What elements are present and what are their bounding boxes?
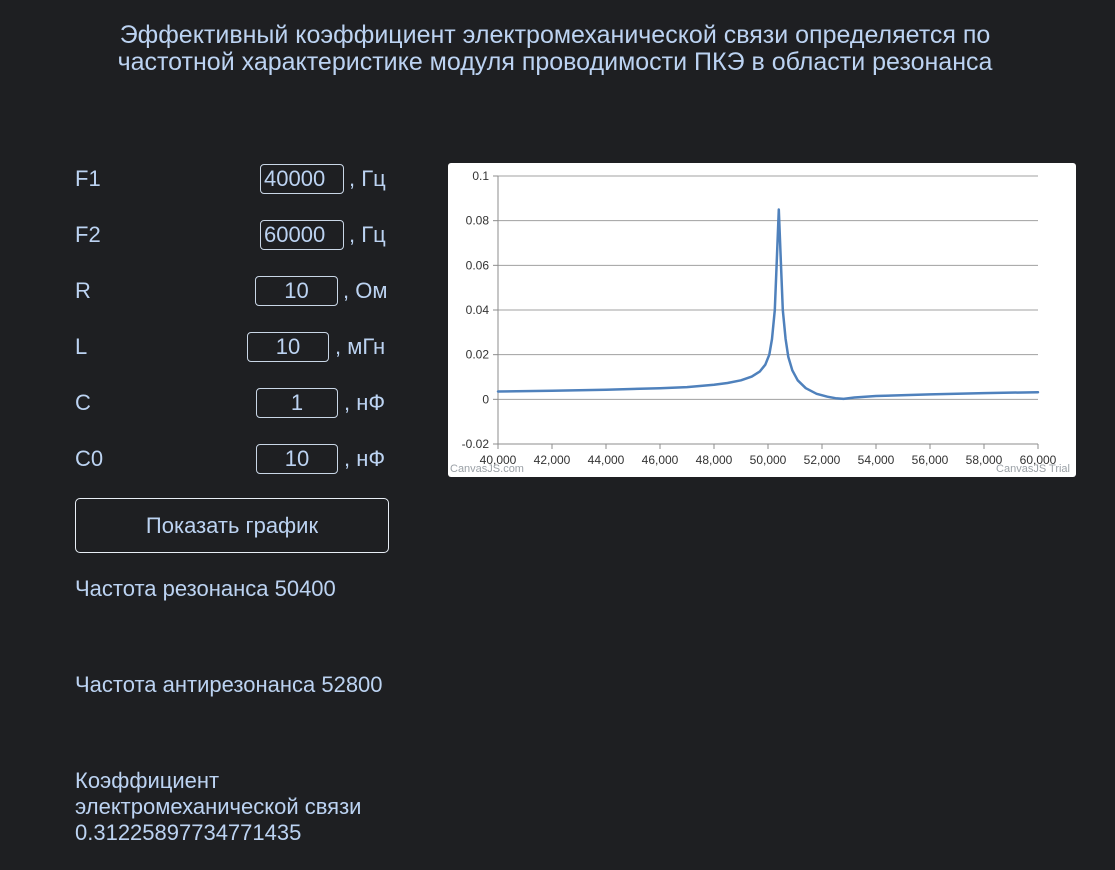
- f1-label: F1: [75, 166, 101, 191]
- chart-credit-right: CanvasJS Trial: [996, 463, 1070, 475]
- admittance-chart: -0.02 0 0.02 0.04 0.06 0.08 0.1 40,000 42,000 44,…: [448, 163, 1076, 477]
- y-tick-label: -0.02: [462, 437, 490, 451]
- f2-input[interactable]: [260, 220, 344, 250]
- resonance-frequency-text: Частота резонанса 50400: [75, 576, 336, 601]
- c-input[interactable]: [256, 388, 338, 418]
- coupling-label-line-2: электромеханической связи: [75, 794, 362, 819]
- admittance-series-line: [496, 208, 1040, 401]
- show-chart-button[interactable]: Показать график: [75, 498, 389, 553]
- f1-input[interactable]: [260, 164, 344, 194]
- x-tick-label: 58,000: [966, 453, 1003, 467]
- f2-unit: , Гц: [349, 222, 386, 247]
- x-tick-label: 50,000: [750, 453, 787, 467]
- c0-input[interactable]: [256, 444, 338, 474]
- x-tick-label: 54,000: [858, 453, 895, 467]
- y-tick-label: 0.02: [466, 348, 490, 362]
- x-tick-label: 40,000: [480, 453, 517, 467]
- c-unit: , нФ: [344, 390, 386, 415]
- x-tick-label: 42,000: [534, 453, 571, 467]
- c-label: C: [75, 390, 91, 415]
- r-unit: , Ом: [343, 278, 388, 303]
- y-tick-label: 0.06: [466, 258, 490, 272]
- title-line-1: Эффективный коэффициент электромеханичес…: [119, 21, 991, 49]
- x-tick-label: 46,000: [642, 453, 679, 467]
- y-tick-label: 0.1: [472, 169, 489, 183]
- y-tick-label: 0: [482, 392, 489, 406]
- title-line-2: частотной характеристике модуля проводим…: [117, 48, 993, 76]
- x-tick-label: 56,000: [912, 453, 949, 467]
- chart-credit-left: CanvasJS.com: [450, 463, 524, 475]
- f1-unit: , Гц: [349, 166, 386, 191]
- c0-label: C0: [75, 446, 104, 471]
- y-tick-label: 0.04: [466, 303, 490, 317]
- x-tick-label: 44,000: [588, 453, 625, 467]
- coupling-label-line-1: Коэффициент: [75, 768, 220, 793]
- x-tick-label: 52,000: [804, 453, 841, 467]
- r-input[interactable]: [255, 276, 338, 306]
- antiresonance-frequency-text: Частота антирезонанса 52800: [75, 672, 383, 697]
- coupling-value: 0.31225897734771435: [75, 820, 302, 845]
- chart-svg: -0.02 0 0.02 0.04 0.06 0.08 0.1 40,000 42,000 44,…: [462, 169, 1057, 467]
- r-label: R: [75, 278, 91, 303]
- coupling-coefficient-block: Коэффициент электромеханической связи 0.…: [75, 768, 435, 846]
- y-tick-label: 0.08: [466, 214, 490, 228]
- l-label: L: [75, 334, 88, 359]
- f2-label: F2: [75, 222, 101, 247]
- x-tick-label: 48,000: [696, 453, 733, 467]
- c0-unit: , нФ: [344, 446, 386, 471]
- l-unit: , мГн: [335, 334, 386, 359]
- l-input[interactable]: [247, 332, 329, 362]
- page-title: Эффективный коэффициент электромеханичес…: [40, 22, 1070, 76]
- x-tick-label: 60,000: [1020, 453, 1057, 467]
